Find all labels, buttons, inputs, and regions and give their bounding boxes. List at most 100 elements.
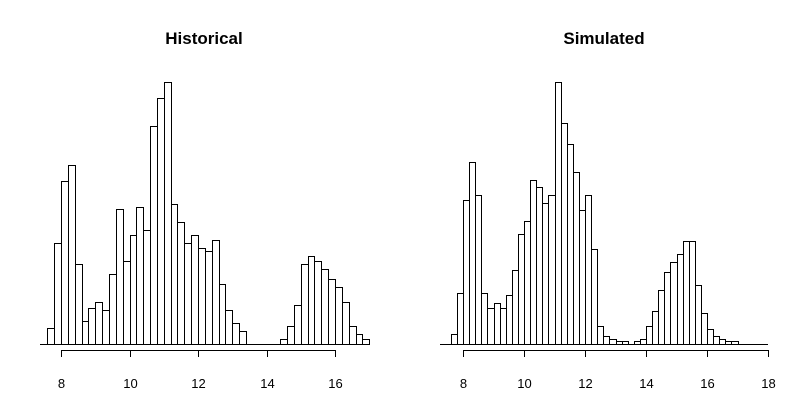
historical-bar (356, 334, 363, 345)
simulated-bar (506, 295, 513, 345)
historical-bar (301, 264, 309, 345)
historical-bar (212, 240, 220, 345)
simulated-bar (579, 210, 586, 345)
historical-bar (308, 256, 315, 345)
historical-bar (61, 181, 69, 345)
historical-bars (47, 82, 370, 345)
simulated-bar (719, 339, 726, 345)
simulated-bar (646, 326, 653, 345)
historical-bar (191, 235, 199, 345)
simulated-bar (561, 123, 568, 345)
historical-x-tick-label: 8 (58, 376, 65, 391)
simulated-bar (573, 172, 580, 345)
historical-bar (171, 204, 178, 345)
simulated-bar (536, 187, 543, 345)
simulated-bar (695, 285, 702, 345)
historical-bar (68, 165, 76, 345)
historical-bar (239, 331, 247, 345)
historical-x-tick-label: 16 (328, 376, 342, 391)
historical-bar (177, 222, 185, 345)
simulated-bar (701, 313, 708, 345)
historical-bar (362, 339, 370, 345)
simulated-bars (451, 82, 739, 345)
simulated-bar (500, 308, 507, 345)
historical-bar (109, 274, 117, 345)
simulated-x-tick-label: 16 (700, 376, 714, 391)
simulated-x-tick-label: 18 (761, 376, 775, 391)
simulated-bar (451, 334, 458, 345)
historical-bar (232, 323, 240, 345)
simulated-bar (585, 195, 592, 345)
historical-bar (75, 264, 83, 345)
historical-x-tick-label: 14 (260, 376, 274, 391)
historical-bar (95, 302, 103, 345)
simulated-x-tick-label: 10 (517, 376, 531, 391)
historical-bar (88, 308, 96, 345)
simulated-x-tick-label: 8 (460, 376, 467, 391)
simulated-bar (713, 336, 720, 345)
historical-x-axis: 8 10 12 14 16 (40, 344, 368, 391)
historical-bar (342, 302, 350, 345)
simulated-bar (487, 308, 495, 345)
historical-bar (287, 326, 295, 345)
simulated-title: Simulated (563, 29, 644, 48)
historical-bar (157, 98, 165, 345)
historical-bar (143, 230, 151, 345)
historical-bar (349, 326, 357, 345)
historical-x-tick-label: 10 (123, 376, 137, 391)
simulated-bar (652, 311, 659, 345)
historical-bar (219, 284, 226, 345)
simulated-bar (469, 162, 476, 345)
simulated-bar (567, 144, 574, 345)
simulated-bar (603, 336, 610, 345)
simulated-x-tick-label: 14 (639, 376, 653, 391)
simulated-x-axis: 8 10 12 14 16 18 (440, 344, 776, 391)
historical-bar (328, 279, 336, 345)
historical-bar (164, 82, 172, 345)
simulated-bar (591, 249, 598, 345)
historical-title: Historical (165, 29, 242, 48)
simulated-bar (677, 254, 684, 345)
historical-bar (280, 339, 288, 345)
simulated-bar (524, 221, 531, 345)
simulated-bar (475, 195, 482, 345)
simulated-bar (707, 329, 714, 345)
simulated-bar (664, 272, 671, 345)
simulated-bar (463, 200, 470, 345)
historical-bar (314, 261, 322, 345)
historical-panel: Historical 8 10 12 14 16 (40, 29, 370, 391)
simulated-bar (457, 293, 464, 345)
historical-bar (47, 328, 55, 345)
historical-bar (82, 321, 89, 345)
simulated-bar (542, 203, 549, 345)
historical-x-tick-label: 12 (191, 376, 205, 391)
simulated-bar (658, 290, 665, 345)
historical-bar (225, 310, 233, 345)
simulated-bar (512, 270, 519, 345)
simulated-bar (530, 180, 537, 345)
historical-bar (130, 235, 137, 345)
simulated-bar (548, 195, 556, 345)
simulated-bar (494, 303, 501, 345)
historical-bar (102, 310, 110, 345)
historical-bar (335, 287, 343, 345)
historical-bar (136, 207, 144, 345)
simulated-bar (640, 339, 647, 345)
simulated-bar (481, 293, 488, 345)
simulated-bar (683, 241, 690, 345)
simulated-x-tick-label: 12 (578, 376, 592, 391)
historical-bar (150, 126, 158, 345)
simulated-bar (597, 326, 604, 345)
historical-bar (54, 243, 62, 345)
historical-bar (198, 248, 206, 345)
simulated-bar (689, 241, 696, 345)
historical-bar (116, 209, 124, 345)
historical-bar (321, 269, 329, 345)
historical-bar (205, 251, 213, 345)
simulated-bar (670, 262, 678, 345)
simulated-bar (518, 234, 525, 345)
historical-bar (184, 243, 192, 345)
historical-bar (294, 305, 302, 345)
simulated-bar (609, 339, 617, 345)
